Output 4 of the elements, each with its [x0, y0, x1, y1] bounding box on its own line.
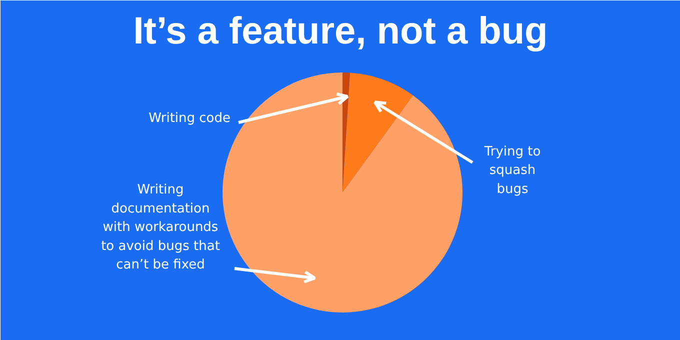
- slice-label: Trying to squash bugs: [483, 144, 541, 197]
- slice-label: Writing documentation with workarounds to avoid bugs that can’t be fixed: [101, 182, 220, 272]
- slice-label: Writing code: [148, 111, 231, 126]
- chart-title: It’s a feature, not a bug: [133, 10, 548, 52]
